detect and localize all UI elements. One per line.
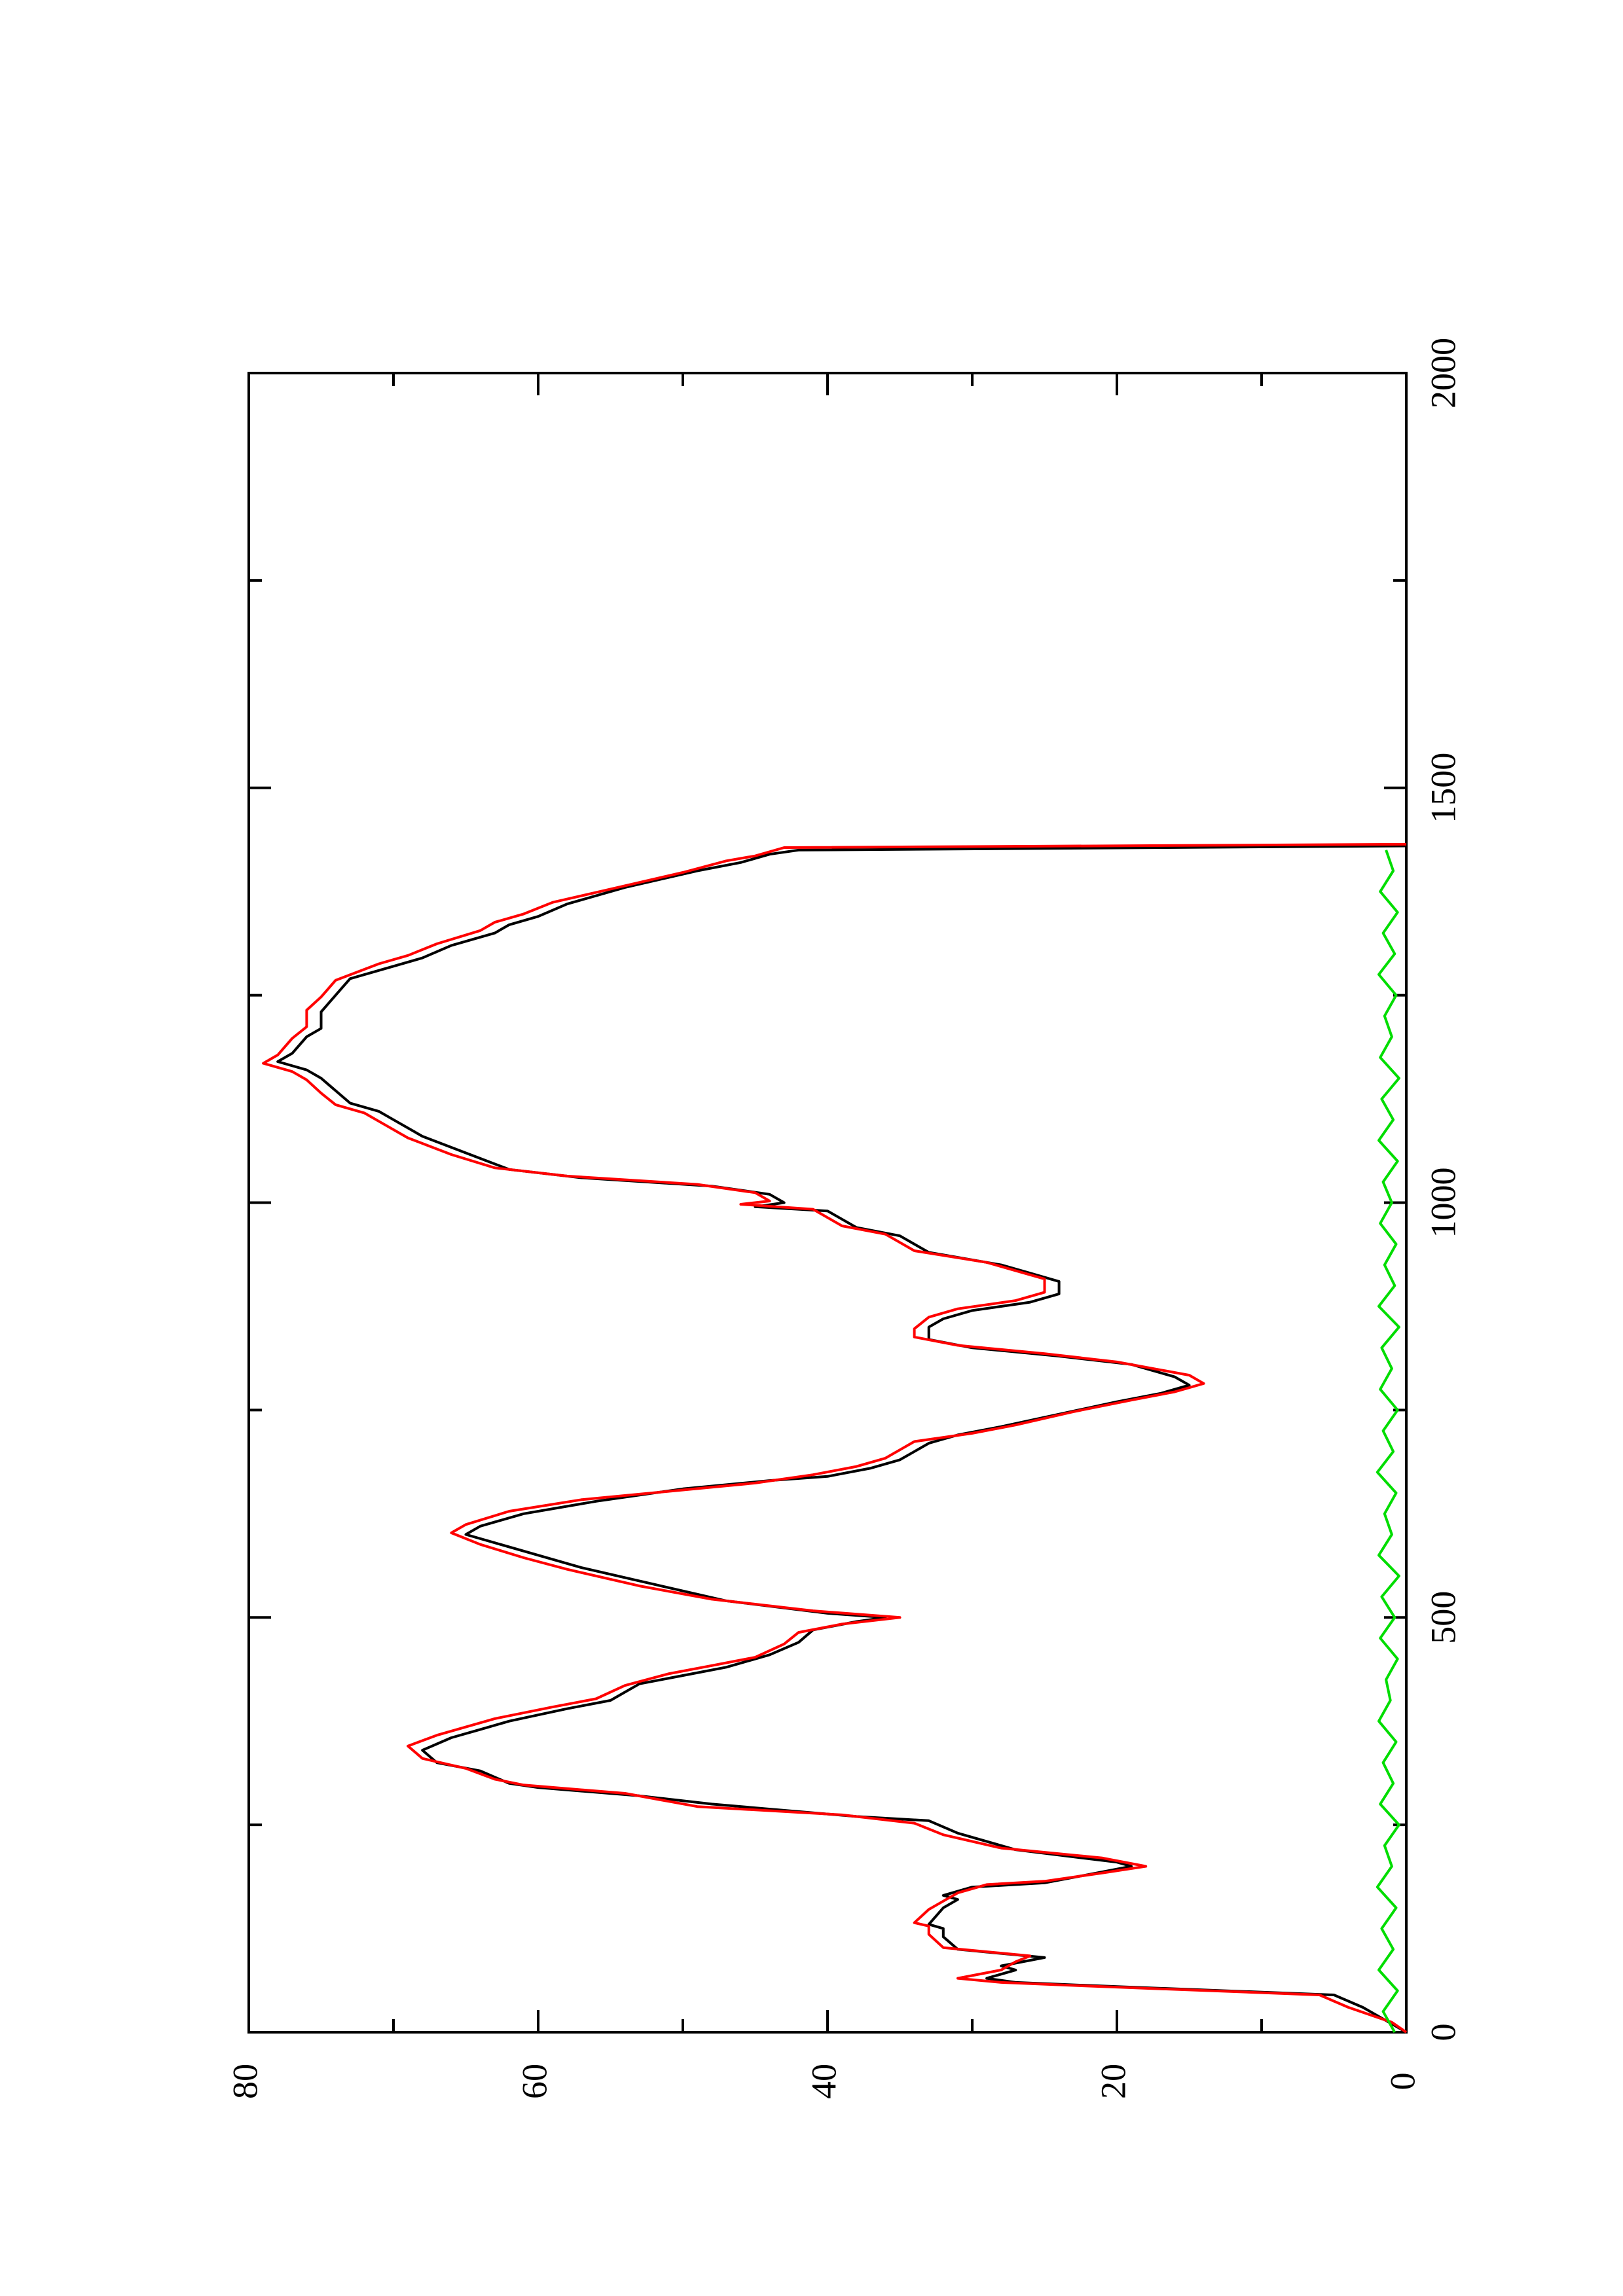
- y-tick-label: 80: [225, 2064, 264, 2099]
- series-line-1: [276, 844, 1407, 2034]
- x-tick-label: 0: [1423, 2024, 1463, 2041]
- y-tick-labels: 0 20 40 60 80: [225, 2064, 1422, 2099]
- series-line-3: [1376, 850, 1400, 2033]
- plot-frame: [247, 372, 1408, 2034]
- x-tick-label: 1500: [1423, 753, 1463, 823]
- x-tick-label: 2000: [1423, 338, 1463, 408]
- series-line-2: [262, 842, 1408, 2034]
- y-tick-label: 60: [515, 2064, 554, 2099]
- x-tick-label: 1000: [1423, 1168, 1463, 1238]
- axis-ticks: [247, 372, 1408, 2034]
- y-tick-label: 0: [1383, 2073, 1422, 2090]
- x-tick-label: 500: [1423, 1591, 1463, 1644]
- x-tick-labels: 0 500 1000 1500 2000: [1423, 338, 1463, 2041]
- y-tick-label: 20: [1093, 2064, 1133, 2099]
- series-layer: [262, 842, 1408, 2034]
- y-tick-label: 40: [804, 2064, 843, 2099]
